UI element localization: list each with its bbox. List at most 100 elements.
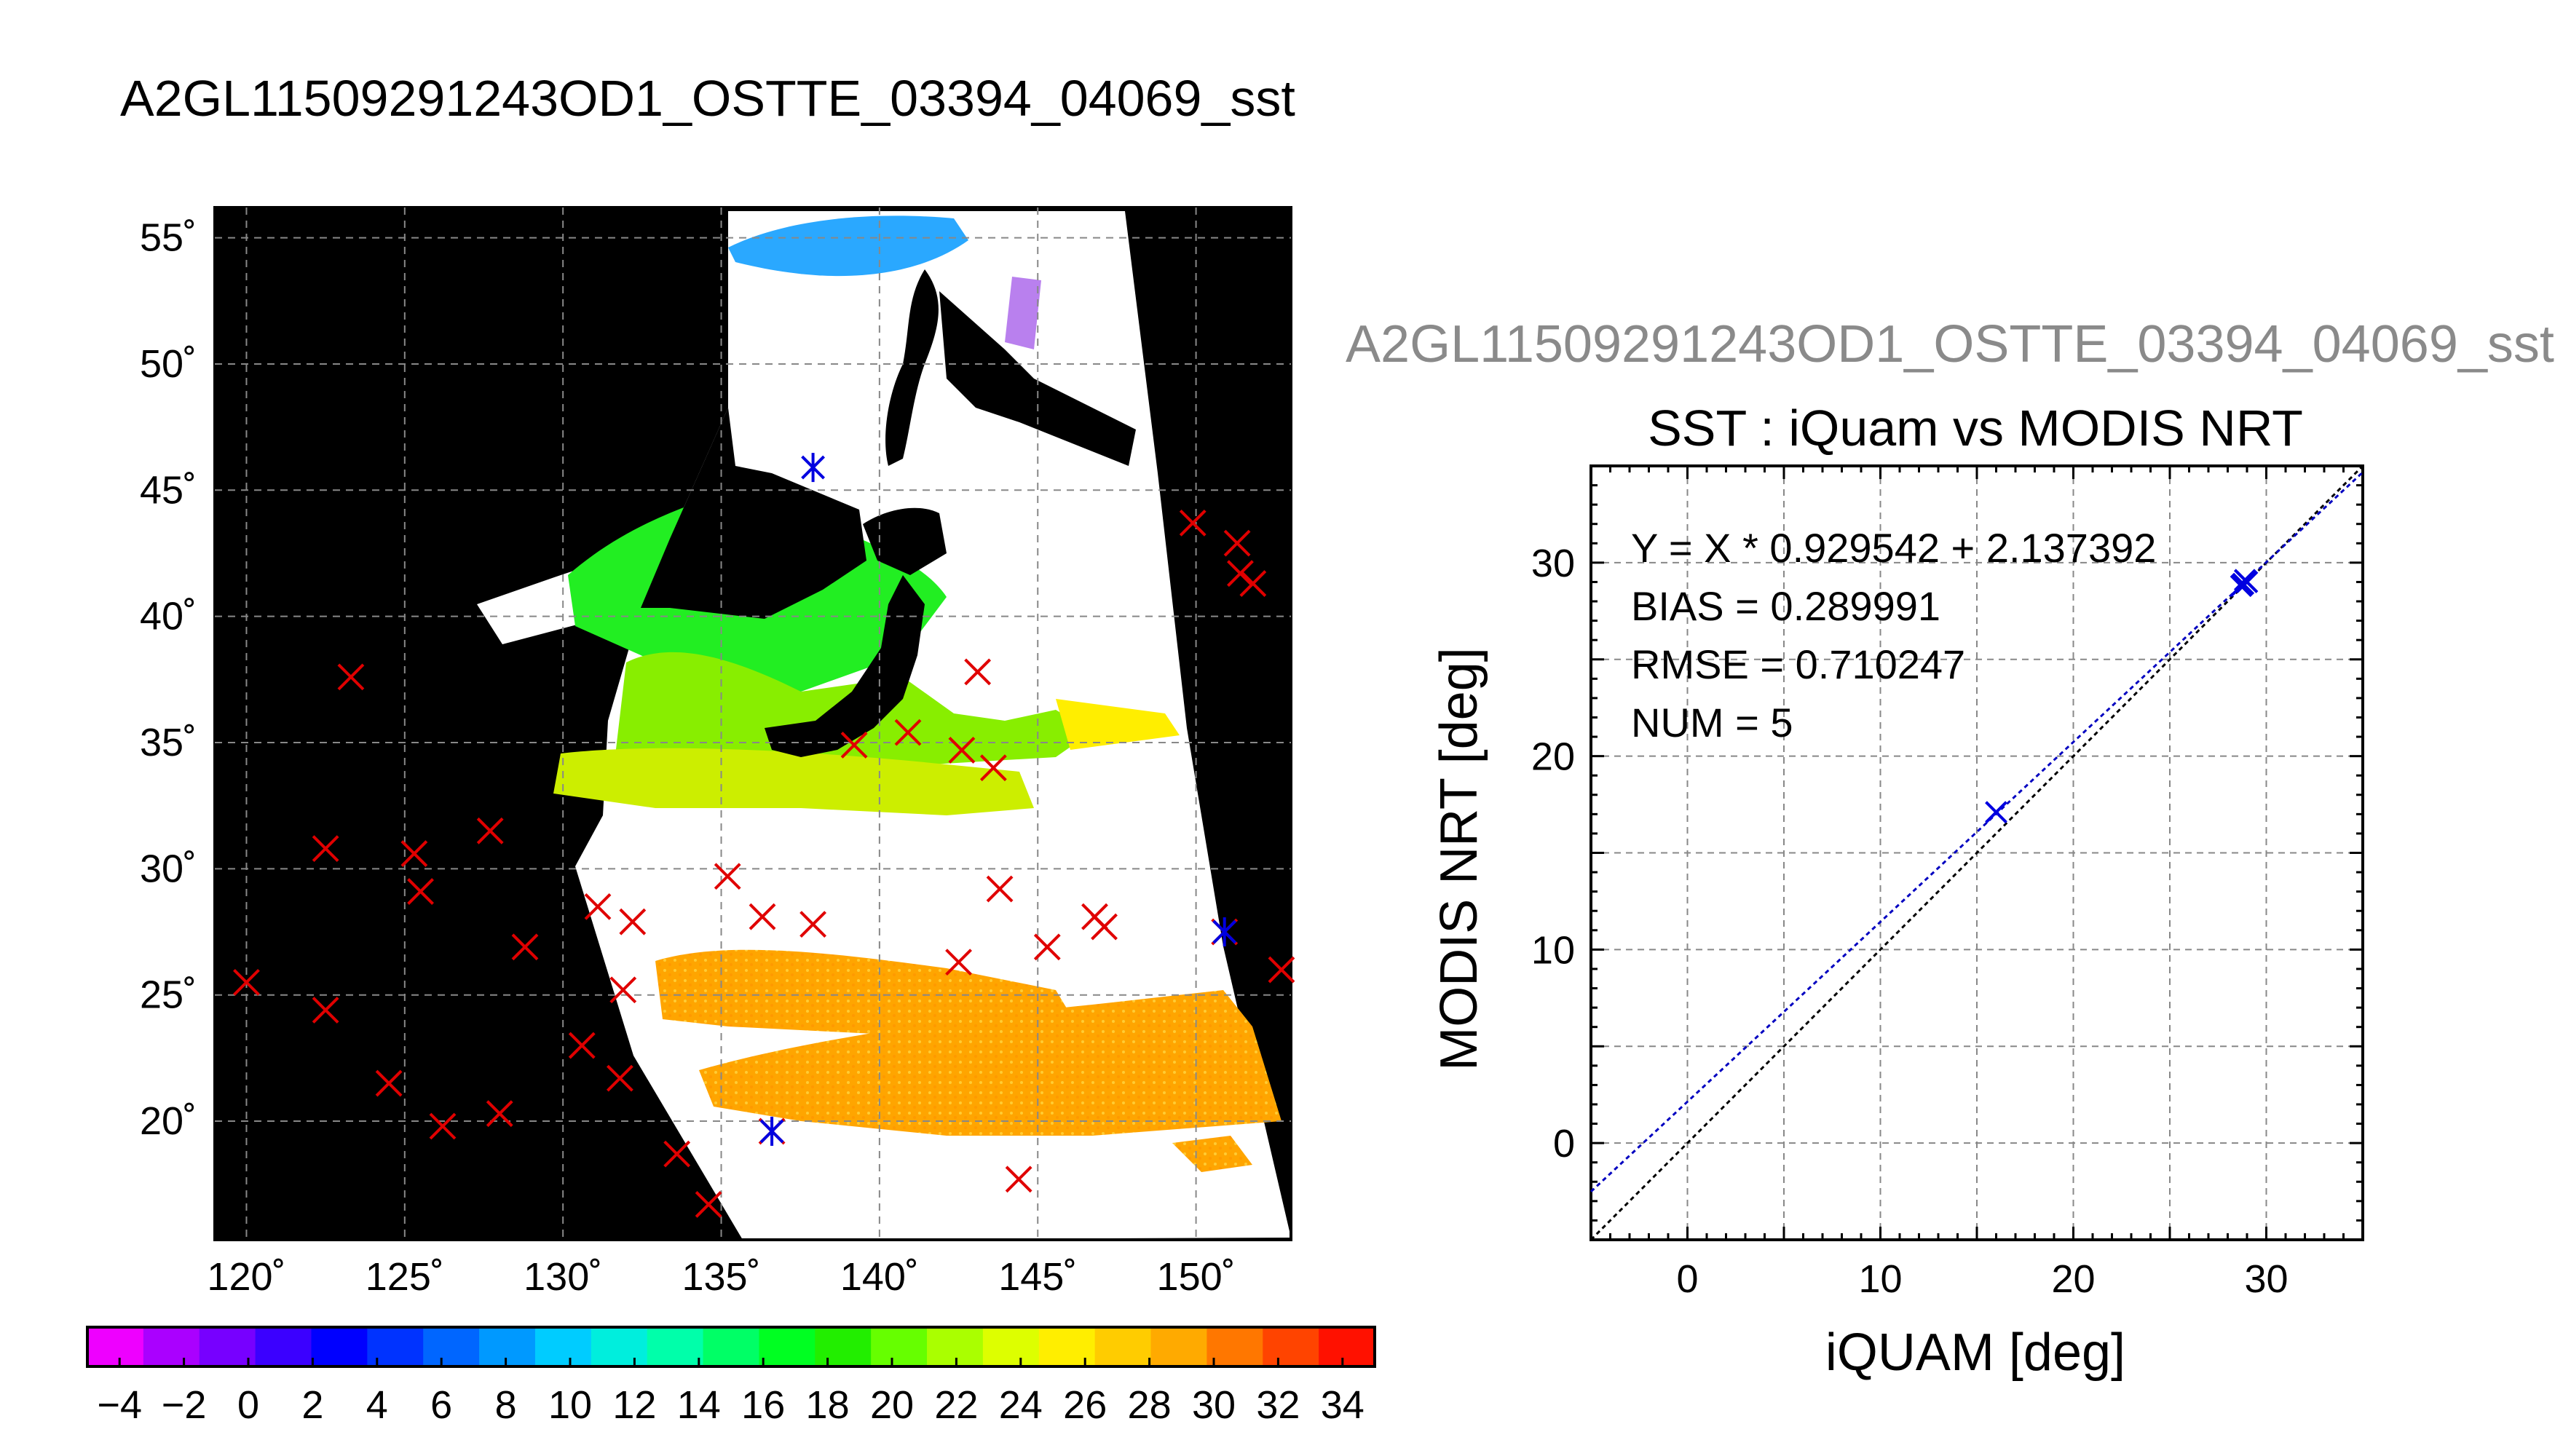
- map-lon-tick-label: 145˚: [998, 1255, 1077, 1299]
- colorbar-label: 30: [1192, 1383, 1236, 1427]
- map-lat-tick-label: 35˚: [140, 721, 197, 764]
- scatter-point: [2232, 572, 2255, 596]
- colorbar-label: −2: [162, 1383, 207, 1427]
- scatter-annotation: RMSE = 0.710247: [1631, 641, 1965, 687]
- map-match-marker-red: [607, 1064, 633, 1092]
- colorbar-swatch: [199, 1327, 256, 1366]
- scatter-annotation: NUM = 5: [1631, 700, 1793, 745]
- scatter-x-tick-label: 0: [1676, 1257, 1698, 1301]
- map-lon-tick-label: 130˚: [524, 1255, 602, 1299]
- map-lon-tick-label: 120˚: [207, 1255, 285, 1299]
- sst-patch-okhotsk: [728, 215, 968, 277]
- colorbar-swatch: [423, 1327, 481, 1366]
- land-hokkaido: [863, 507, 947, 575]
- map-lat-tick-label: 20˚: [140, 1099, 197, 1143]
- colorbar-swatch: [367, 1327, 424, 1366]
- land-honshu: [765, 575, 925, 757]
- colorbar-label: 2: [301, 1383, 323, 1427]
- map-match-marker-red: [486, 1100, 513, 1128]
- land-sakhalin: [885, 269, 939, 466]
- map-match-marker-red: [619, 908, 647, 935]
- map-match-marker-red: [1268, 956, 1295, 984]
- map-match-marker-red: [609, 976, 637, 1004]
- scatter-x-tick-label: 10: [1858, 1257, 1902, 1301]
- colorbar-swatch: [255, 1327, 312, 1366]
- colorbar-label: 24: [999, 1383, 1043, 1427]
- map-lon-tick-label: 135˚: [682, 1255, 760, 1299]
- map-match-marker-red: [312, 997, 339, 1024]
- colorbar-label: 6: [430, 1383, 452, 1427]
- colorbar-swatch: [1319, 1327, 1375, 1366]
- colorbar-swatch: [982, 1327, 1040, 1366]
- regression-line: [1590, 471, 2364, 1192]
- colorbar-label: 20: [870, 1383, 914, 1427]
- colorbar-swatch: [1150, 1327, 1208, 1366]
- sst-patch-orange-north: [655, 949, 1078, 1034]
- map-lat-tick-label: 55˚: [140, 216, 197, 260]
- map-match-marker-red: [375, 1069, 403, 1097]
- colorbar-frame: [86, 1326, 1376, 1368]
- colorbar-swatch: [311, 1327, 368, 1366]
- sst-patch-orange-south: [699, 990, 1282, 1136]
- map-match-marker-red: [948, 736, 976, 764]
- map-match-marker-red: [337, 663, 365, 691]
- scatter-x-tick-label: 20: [2051, 1257, 2095, 1301]
- colorbar-label: −4: [97, 1383, 142, 1427]
- chart-title: SST : iQuam vs MODIS NRT: [1648, 400, 2303, 456]
- sst-colorbar: −4 −2 0 2 4 6 8 10 12 14 16 18 20 22 24 26 28 30 32 34: [86, 1326, 1376, 1427]
- colorbar-swatch: [703, 1327, 760, 1366]
- scatter-annotation: BIAS = 0.289991: [1631, 583, 1940, 629]
- map-match-marker-blue-cross: [1212, 919, 1237, 944]
- colorbar-swatch: [534, 1327, 592, 1366]
- map-match-marker-red: [964, 658, 992, 686]
- map-match-marker-red: [695, 1191, 722, 1218]
- scatter-y-tick-label: 10: [1531, 928, 1575, 972]
- sst-patch-yellow-east: [1056, 699, 1180, 750]
- colorbar-swatch: [1263, 1327, 1320, 1366]
- map-match-marker-red: [400, 840, 428, 867]
- map-lat-tick-label: 40˚: [140, 595, 197, 638]
- colorbar-label: 32: [1256, 1383, 1300, 1427]
- colorbar-swatch: [1207, 1327, 1264, 1366]
- colorbar-swatch: [591, 1327, 648, 1366]
- scatter-point: [2230, 574, 2253, 598]
- land-korea-coast: [641, 408, 866, 619]
- map-match-marker-red: [233, 968, 260, 996]
- map-gridlines: [215, 207, 1291, 1240]
- map-frame: [213, 206, 1292, 1241]
- scatter-lines: [1590, 464, 2364, 1241]
- map-lat-tick-label: 45˚: [140, 468, 197, 512]
- map-match-marker-red: [1179, 509, 1207, 537]
- map-match-marker-red: [407, 878, 434, 905]
- map-lat-tick-label: 30˚: [140, 847, 197, 890]
- map-match-marker-red: [979, 754, 1007, 782]
- scatter-y-tick-label: 30: [1531, 542, 1575, 585]
- map-match-marker-red: [945, 949, 972, 976]
- scatter-tick-labels: 0 10 20 30 0 10 20 30: [1531, 542, 2289, 1301]
- colorbar-swatch: [1038, 1327, 1096, 1366]
- colorbar-swatch: [759, 1327, 816, 1366]
- colorbar-swatch: [871, 1327, 928, 1366]
- scatter-y-tick-label: 20: [1531, 735, 1575, 779]
- colorbar-label: 4: [366, 1383, 388, 1427]
- land-mainland-east: [939, 291, 1136, 466]
- map-match-marker-red: [840, 732, 868, 759]
- map-match-marker-red: [1033, 933, 1061, 961]
- map-lat-tick-label: 50˚: [140, 342, 197, 386]
- colorbar-label: 16: [741, 1383, 785, 1427]
- main-title: A2GL11509291243OD1_OSTTE_03394_04069_sst: [120, 70, 1295, 127]
- scatter-point: [2233, 569, 2256, 592]
- scatter-y-tick-label: 0: [1553, 1122, 1575, 1166]
- scatter-point: [1985, 801, 2007, 824]
- map-match-marker-red: [476, 817, 504, 844]
- scatter-point: [2235, 571, 2259, 593]
- map-match-marker-red: [312, 835, 339, 863]
- colorbar-swatch: [479, 1327, 536, 1366]
- map-match-marker-red: [894, 719, 922, 746]
- map-match-marker-red: [429, 1112, 457, 1140]
- sst-patch-orange-east: [1172, 1136, 1252, 1172]
- colorbar-label: 0: [237, 1383, 259, 1427]
- map-match-marker-blue-cross: [759, 1119, 784, 1144]
- scatter-frame: [1590, 464, 2364, 1241]
- colorbar-label: 18: [806, 1383, 850, 1427]
